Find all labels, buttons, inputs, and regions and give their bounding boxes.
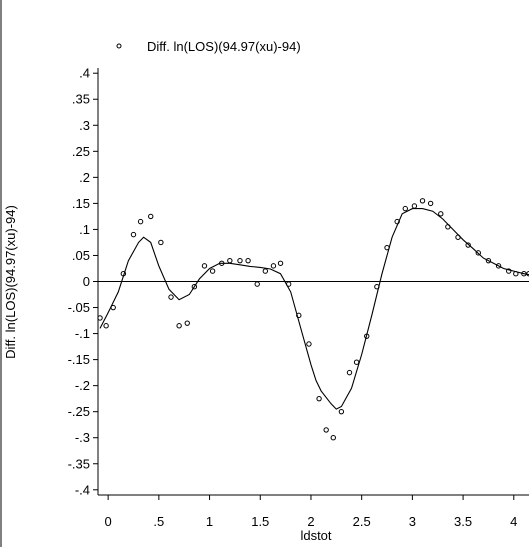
data-point (137, 218, 144, 225)
y-tick-label: -.25 (68, 404, 90, 419)
data-point (306, 341, 312, 347)
data-point (323, 427, 329, 433)
legend-label: Diff. ln(LOS)(94.97(xu)-94) (147, 39, 301, 54)
data-point (184, 320, 190, 326)
data-point (277, 260, 284, 266)
y-tick-label: -.1 (75, 326, 90, 341)
x-tick-label: 4 (510, 514, 517, 529)
data-point (97, 315, 103, 321)
data-point (419, 198, 426, 204)
data-point (219, 260, 225, 266)
data-point (338, 408, 345, 415)
y-tick-label: -.2 (75, 378, 90, 393)
y-tick-label: -.15 (68, 352, 90, 367)
data-point (237, 257, 243, 264)
data-point (245, 257, 251, 264)
data-point (148, 213, 154, 220)
x-tick-label: 1 (206, 514, 213, 529)
data-point (438, 211, 444, 217)
legend-marker (116, 43, 122, 49)
data-point (506, 268, 512, 274)
data-point (427, 200, 434, 207)
data-point (296, 312, 302, 319)
y-tick-label: .3 (79, 118, 90, 133)
x-axis-title: ldstot (300, 528, 331, 543)
data-point (130, 231, 137, 238)
y-tick-label: -.4 (75, 482, 90, 497)
data-point (485, 257, 492, 264)
data-point (353, 359, 360, 365)
y-tick-label: -.05 (68, 300, 90, 315)
data-point (103, 323, 109, 329)
y-tick-label: .25 (72, 144, 90, 159)
data-point (254, 281, 260, 287)
data-points (97, 198, 529, 441)
data-point (110, 304, 116, 311)
data-point (209, 268, 216, 274)
data-point (270, 263, 277, 269)
data-point (455, 234, 461, 240)
x-tick-label: 3.5 (454, 514, 472, 529)
data-point (475, 250, 481, 256)
y-axis-title: Diff. ln(LOS)(94.97(xu)-94) (3, 205, 18, 359)
data-point (201, 263, 208, 269)
data-point (411, 203, 418, 209)
y-tick-label: 0 (83, 274, 90, 289)
data-point (521, 270, 527, 277)
smoothed-line (99, 208, 529, 410)
data-point (176, 323, 182, 329)
data-point (495, 263, 502, 269)
y-tick-label: .15 (72, 196, 90, 211)
data-point (465, 242, 471, 248)
data-point (262, 268, 269, 274)
x-tick-label: 0 (105, 514, 112, 529)
data-point (285, 281, 292, 287)
data-point (513, 270, 519, 277)
y-tick-label: .1 (79, 222, 90, 237)
data-point (191, 284, 198, 290)
y-tick-label: -.3 (75, 430, 90, 445)
y-tick-label: .4 (79, 66, 90, 81)
data-point (330, 435, 336, 441)
y-axis: .4 .35 .3 .25 .2 .15 .1 .05 0 -.05 -.1 -.15 -.2 -.25 -… (68, 66, 98, 497)
data-point (394, 218, 400, 225)
data-point (227, 257, 233, 264)
data-point (158, 239, 164, 246)
y-tick-label: .2 (79, 170, 90, 185)
y-tick-label: .35 (72, 92, 90, 107)
x-tick-label: .5 (153, 514, 164, 529)
data-point (384, 244, 390, 251)
x-tick-label: 3 (409, 514, 416, 529)
data-point (445, 224, 451, 230)
x-tick-label: 1.5 (251, 514, 269, 529)
data-point (316, 395, 322, 402)
x-tick-label: 2 (307, 514, 314, 529)
x-tick-label: 2.5 (353, 514, 371, 529)
data-point (374, 284, 380, 290)
data-point (402, 205, 408, 212)
data-point (168, 294, 174, 300)
x-axis: 0 .5 1 1.5 2 2.5 3 3.5 4 (105, 495, 517, 529)
y-tick-label: -.35 (68, 456, 90, 471)
legend: Diff. ln(LOS)(94.97(xu)-94) (116, 39, 301, 54)
data-point (364, 333, 370, 339)
data-point (346, 369, 353, 376)
data-point (120, 270, 127, 277)
y-tick-label: .05 (72, 248, 90, 263)
